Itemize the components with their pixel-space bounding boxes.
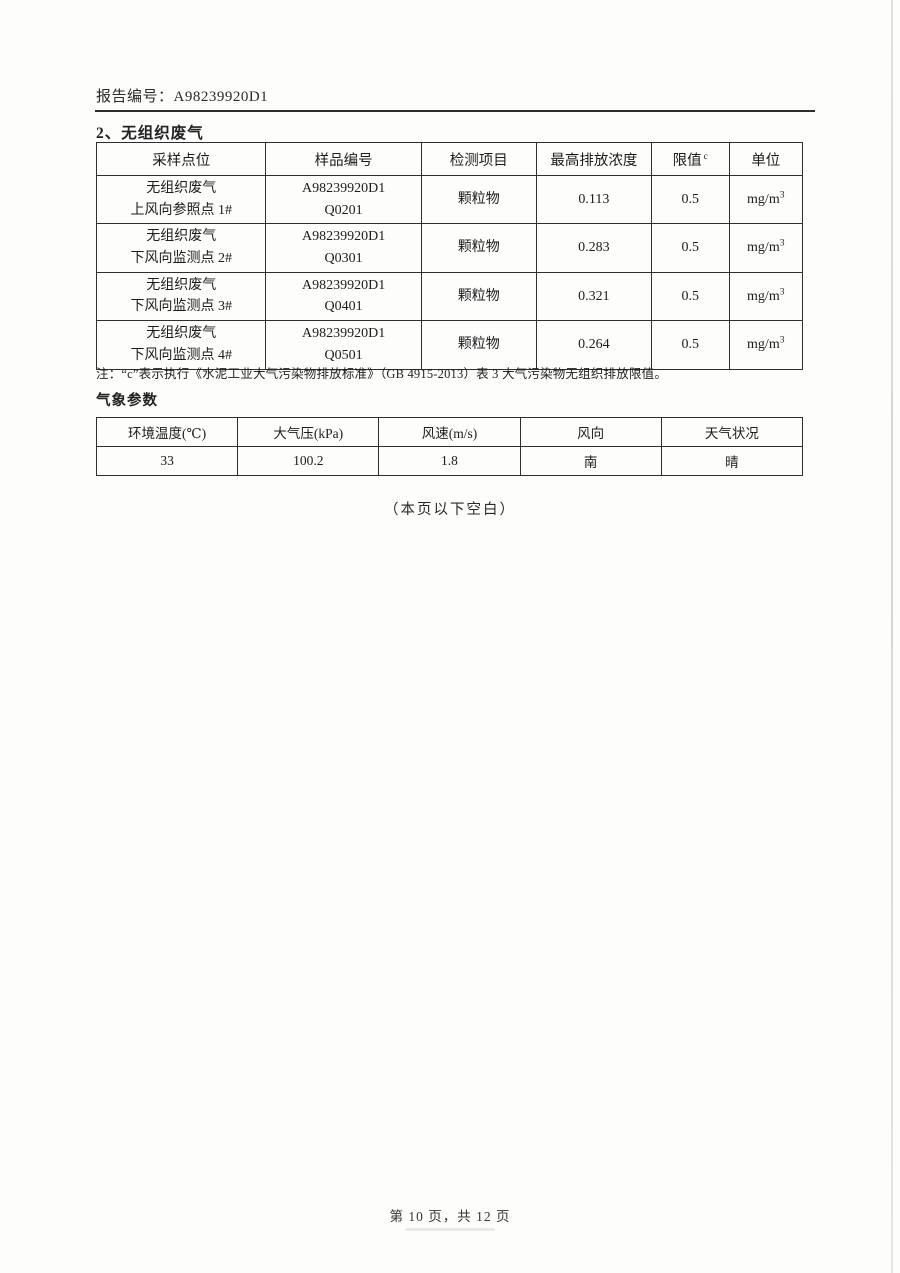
cell-wind-direction: 南 <box>519 446 662 476</box>
page-number-footer: 第 10 页，共 12 页 <box>389 1209 511 1224</box>
cell-max-concentration: 0.113 <box>535 174 652 225</box>
cell-sample-id: A98239920D1 Q0401 <box>265 271 422 322</box>
location-line1: 无组织废气 <box>146 229 217 245</box>
cell-limit: 0.5 <box>650 174 730 225</box>
cell-unit: mg/m3 <box>728 320 804 370</box>
emission-results-table: 采样点位 样品编号 检测项目 最高排放浓度 限值 c 单位 无组织废气上风向参照点… <box>95 142 804 370</box>
location-line1: 无组织废气 <box>146 326 217 342</box>
sample-id-line2: Q0201 <box>324 202 363 218</box>
col-header-sampling-point: 采样点位 <box>95 142 267 176</box>
cell-test-item: 颗粒物 <box>420 320 537 370</box>
col-header-unit: 单位 <box>728 142 804 176</box>
cell-ambient-temperature: 33 <box>95 446 239 476</box>
location-line2: 下风向监测点 4# <box>130 347 232 363</box>
header-rule <box>95 110 815 112</box>
limit-label: 限值 <box>672 152 702 169</box>
sample-id-line1: A98239920D1 <box>301 326 386 342</box>
cell-location: 无组织废气下风向监测点 4# <box>95 320 267 370</box>
col-header-ambient-temperature: 环境温度(℃) <box>95 417 239 447</box>
cell-limit: 0.5 <box>650 271 730 322</box>
cell-max-concentration: 0.283 <box>535 223 652 273</box>
cell-unit: mg/m3 <box>728 223 804 273</box>
section-heading-fugitive-emissions: 2、无组织废气 <box>96 125 204 142</box>
col-header-limit: 限值 c <box>650 142 730 176</box>
table-header-row: 环境温度(℃) 大气压(kPa) 风速(m/s) 风向 天气状况 <box>95 417 804 447</box>
table-row: 无组织废气下风向监测点 4# A98239920D1 Q0501 颗粒物 0.26… <box>95 320 804 370</box>
col-header-weather-condition: 天气状况 <box>660 417 804 447</box>
sample-id-line2: Q0501 <box>324 347 363 363</box>
scan-edge-line <box>891 0 893 1273</box>
scan-artifact <box>405 1228 495 1231</box>
unit-exponent: 3 <box>779 190 785 201</box>
cell-max-concentration: 0.264 <box>535 320 652 370</box>
blank-page-note: （本页以下空白） <box>384 502 516 518</box>
table-row: 33 100.2 1.8 南 晴 <box>95 446 804 476</box>
cell-location: 无组织废气下风向监测点 3# <box>95 271 267 322</box>
cell-sample-id: A98239920D1 Q0501 <box>265 320 422 370</box>
table-row: 无组织废气下风向监测点 3# A98239920D1 Q0401 颗粒物 0.32… <box>95 271 804 322</box>
unit-base: mg/m <box>747 288 780 304</box>
location-line1: 无组织废气 <box>146 277 217 293</box>
location-line1: 无组织废气 <box>146 181 217 196</box>
table-row: 无组织废气下风向监测点 2# A98239920D1 Q0301 颗粒物 0.28… <box>95 223 804 273</box>
cell-atmospheric-pressure: 100.2 <box>237 446 380 476</box>
table-footnote: 注：“c”表示执行《水泥工业大气污染物排放标准》（GB 4915-2013）表 … <box>96 367 668 381</box>
location-line2: 上风向参照点 1# <box>130 202 232 218</box>
cell-unit: mg/m3 <box>728 174 804 225</box>
cell-wind-speed: 1.8 <box>378 446 521 476</box>
cell-sample-id: A98239920D1 Q0301 <box>265 223 422 273</box>
col-header-wind-direction: 风向 <box>519 417 662 447</box>
cell-sample-id: A98239920D1 Q0201 <box>265 174 422 225</box>
cell-location: 无组织废气上风向参照点 1# <box>95 174 267 225</box>
cell-test-item: 颗粒物 <box>420 271 537 322</box>
limit-footnote-marker: c <box>703 151 708 162</box>
sample-id-line1: A98239920D1 <box>301 229 386 245</box>
unit-exponent: 3 <box>779 238 785 249</box>
cell-max-concentration: 0.321 <box>535 271 652 322</box>
sample-id-line1: A98239920D1 <box>301 277 386 293</box>
col-header-max-concentration: 最高排放浓度 <box>535 142 652 176</box>
col-header-test-item: 检测项目 <box>420 142 537 176</box>
unit-base: mg/m <box>747 191 780 207</box>
cell-test-item: 颗粒物 <box>420 223 537 273</box>
unit-base: mg/m <box>747 240 780 256</box>
sample-id-line2: Q0401 <box>324 299 363 315</box>
col-header-sample-id: 样品编号 <box>265 142 422 176</box>
unit-exponent: 3 <box>779 335 785 346</box>
table-header-row: 采样点位 样品编号 检测项目 最高排放浓度 限值 c 单位 <box>95 142 804 176</box>
table-row: 无组织废气上风向参照点 1# A98239920D1 Q0201 颗粒物 0.11… <box>95 174 804 225</box>
sample-id-line2: Q0301 <box>324 251 363 267</box>
cell-limit: 0.5 <box>650 223 730 273</box>
cell-weather-condition: 晴 <box>660 446 804 476</box>
sample-id-line1: A98239920D1 <box>301 181 386 196</box>
col-header-wind-speed: 风速(m/s) <box>378 417 521 447</box>
cell-test-item: 颗粒物 <box>420 174 537 225</box>
cell-limit: 0.5 <box>650 320 730 370</box>
col-header-atmospheric-pressure: 大气压(kPa) <box>237 417 380 447</box>
location-line2: 下风向监测点 2# <box>130 251 232 267</box>
weather-parameters-table: 环境温度(℃) 大气压(kPa) 风速(m/s) 风向 天气状况 33 100.… <box>95 417 804 476</box>
report-number-label: 报告编号：A98239920D1 <box>96 89 269 105</box>
weather-section-heading: 气象参数 <box>96 393 158 409</box>
cell-unit: mg/m3 <box>728 271 804 322</box>
unit-base: mg/m <box>747 336 780 352</box>
cell-location: 无组织废气下风向监测点 2# <box>95 223 267 273</box>
unit-exponent: 3 <box>779 286 785 297</box>
location-line2: 下风向监测点 3# <box>130 299 232 315</box>
